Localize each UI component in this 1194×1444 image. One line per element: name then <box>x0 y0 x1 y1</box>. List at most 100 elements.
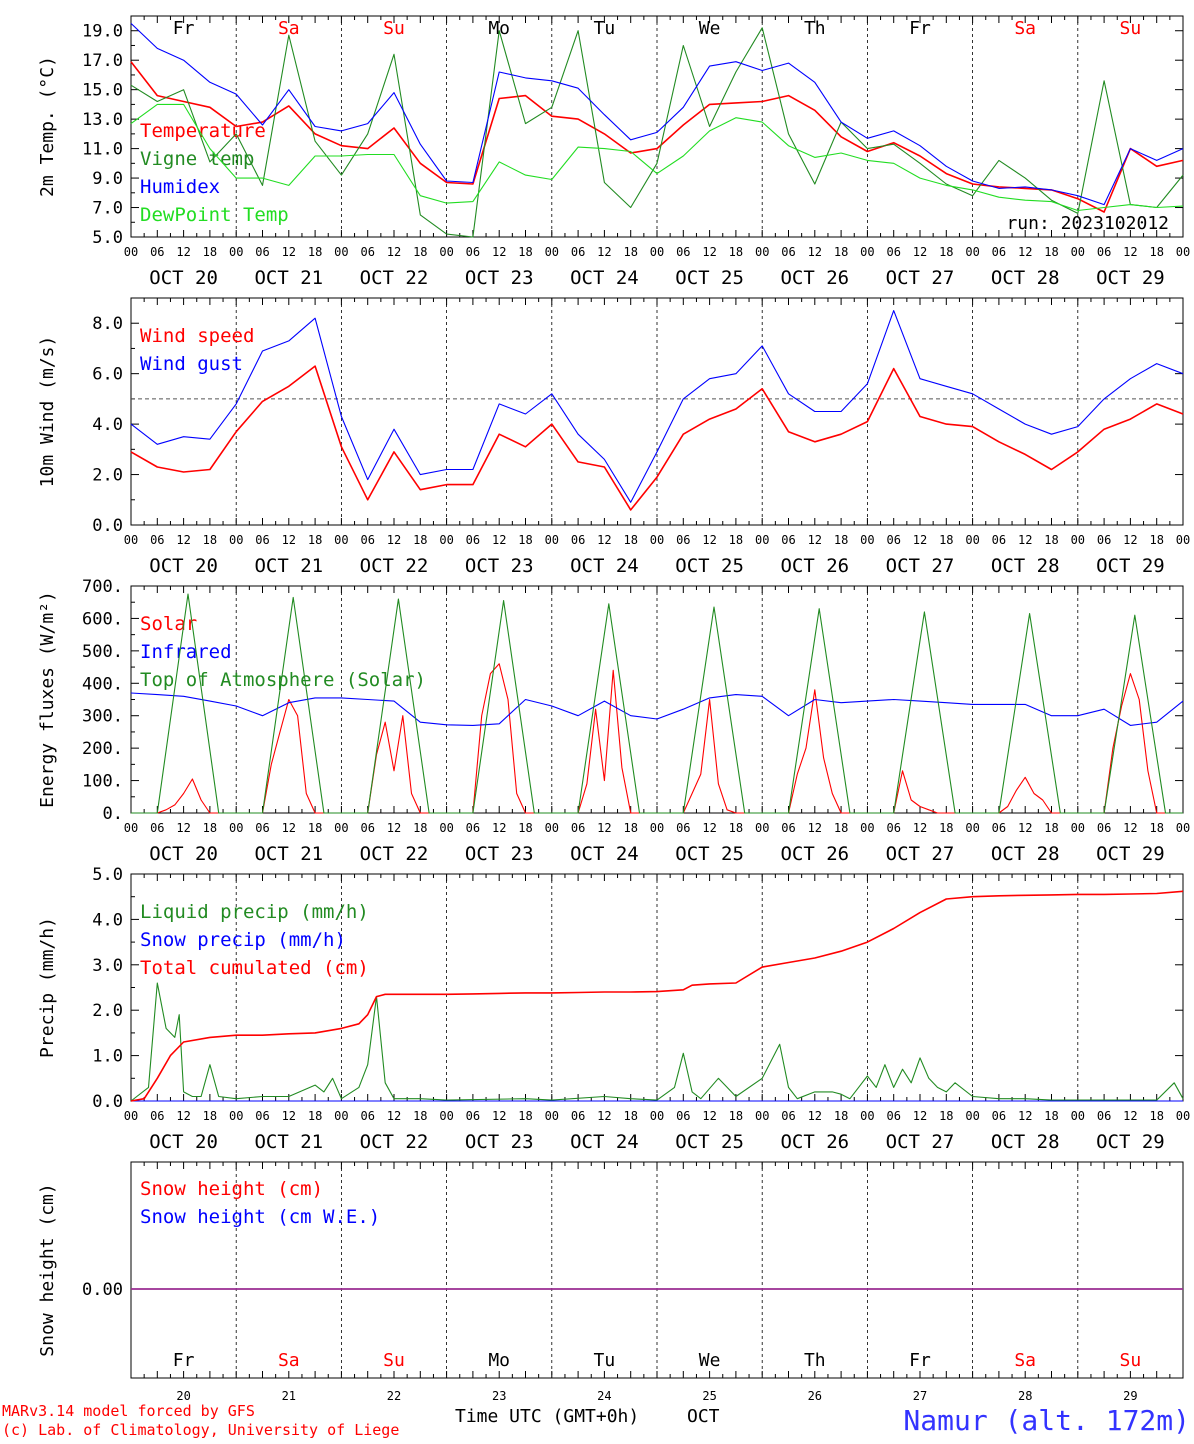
day-label: OCT 26 <box>780 555 849 577</box>
hour-label: 18 <box>308 533 322 547</box>
hour-label: 00 <box>334 533 348 547</box>
hour-label: 00 <box>1176 1109 1190 1123</box>
series-line-1 <box>130 982 1184 1102</box>
hour-label: 06 <box>781 245 795 259</box>
hour-label: 06 <box>150 1109 164 1123</box>
legend-entry: Infrared <box>140 641 232 663</box>
y-tick-label: 700. <box>82 577 123 597</box>
hour-label: 18 <box>1149 821 1163 835</box>
footer: MARv3.14 model forced by GFS(c) Lab. of … <box>2 1402 1190 1439</box>
hour-label: 12 <box>702 533 716 547</box>
hour-label: 00 <box>545 245 559 259</box>
hour-label: 12 <box>913 245 927 259</box>
hour-label: 06 <box>255 533 269 547</box>
series-line-2 <box>130 27 1184 238</box>
hour-label: 12 <box>387 533 401 547</box>
hour-label: 00 <box>1176 245 1190 259</box>
day-label: OCT 27 <box>886 843 955 865</box>
run-annotation: run: 2023102012 <box>1006 213 1169 234</box>
hour-label: 12 <box>1018 533 1032 547</box>
hour-label: 18 <box>939 245 953 259</box>
day-label: OCT 21 <box>254 843 323 865</box>
hour-label: 12 <box>282 1109 296 1123</box>
y-tick-label: 17.0 <box>82 51 123 71</box>
hour-label: 12 <box>176 821 190 835</box>
hour-label: 18 <box>413 1109 427 1123</box>
y-tick-label: 5.0 <box>92 228 123 248</box>
y-tick-label: 13.0 <box>82 110 123 130</box>
day-label: OCT 29 <box>1096 555 1165 577</box>
hour-label: 00 <box>229 1109 243 1123</box>
hour-label: 00 <box>334 245 348 259</box>
hour-label: 18 <box>834 1109 848 1123</box>
hour-label: 18 <box>1044 245 1058 259</box>
hour-label: 00 <box>965 821 979 835</box>
hour-label: 06 <box>571 821 585 835</box>
day-number-label: 27 <box>913 1389 927 1403</box>
hour-label: 18 <box>834 533 848 547</box>
hour-label: 06 <box>886 1109 900 1123</box>
y-axis-label: Energy fluxes (W/m²) <box>37 591 58 808</box>
hour-label: 00 <box>1071 1109 1085 1123</box>
day-label: OCT 23 <box>465 1131 534 1153</box>
hour-label: 12 <box>1123 1109 1137 1123</box>
y-tick-label: 11.0 <box>82 140 123 160</box>
hour-label: 12 <box>282 245 296 259</box>
hour-label: 12 <box>1123 245 1137 259</box>
y-tick-label: 500. <box>82 642 123 662</box>
weekday-label: We <box>699 1350 721 1371</box>
hour-label: 18 <box>308 821 322 835</box>
y-axis-label: 2m Temp. (°C) <box>37 56 58 197</box>
day-label: OCT 29 <box>1096 267 1165 289</box>
series-line-4 <box>130 103 1184 212</box>
weekday-label: Su <box>383 18 405 39</box>
hour-label: 18 <box>203 533 217 547</box>
day-number-label: 29 <box>1123 1389 1137 1403</box>
day-number-label: 25 <box>702 1389 716 1403</box>
day-label: OCT 29 <box>1096 1131 1165 1153</box>
hour-label: 00 <box>124 533 138 547</box>
hour-label: 00 <box>965 1109 979 1123</box>
y-tick-label: 0.0 <box>92 516 123 536</box>
hour-label: 12 <box>176 245 190 259</box>
hour-label: 18 <box>623 821 637 835</box>
legend-entry: Snow height (cm) <box>140 1178 323 1200</box>
y-tick-label: 0.00 <box>82 1280 123 1300</box>
hour-label: 00 <box>124 1109 138 1123</box>
hour-label: 18 <box>939 533 953 547</box>
weekday-label: Sa <box>1014 1350 1036 1371</box>
legend-entry: Total cumulated (cm) <box>140 957 369 979</box>
legend-entry: DewPoint Temp <box>140 204 289 226</box>
hour-label: 18 <box>1044 1109 1058 1123</box>
hour-label: 12 <box>176 1109 190 1123</box>
hour-label: 12 <box>1123 533 1137 547</box>
hour-label: 00 <box>965 245 979 259</box>
hour-label: 06 <box>360 821 374 835</box>
day-label: OCT 22 <box>360 1131 429 1153</box>
day-number-label: 23 <box>492 1389 506 1403</box>
hour-label: 00 <box>124 245 138 259</box>
weekday-label: Tu <box>594 18 616 39</box>
hour-label: 12 <box>282 821 296 835</box>
legend-entry: Vigne temp <box>140 148 254 170</box>
day-label: OCT 27 <box>886 267 955 289</box>
hour-label: 00 <box>439 1109 453 1123</box>
hour-label: 00 <box>860 821 874 835</box>
hour-label: 00 <box>650 245 664 259</box>
day-label: OCT 20 <box>149 267 218 289</box>
y-tick-label: 600. <box>82 609 123 629</box>
hour-label: 06 <box>781 533 795 547</box>
hour-label: 12 <box>702 245 716 259</box>
y-tick-label: 2.0 <box>92 1001 123 1021</box>
hour-label: 06 <box>1097 821 1111 835</box>
hour-label: 12 <box>808 1109 822 1123</box>
day-label: OCT 25 <box>675 843 744 865</box>
hour-label: 18 <box>518 533 532 547</box>
hour-label: 00 <box>229 821 243 835</box>
hour-label: 06 <box>571 245 585 259</box>
day-label: OCT 24 <box>570 1131 639 1153</box>
hour-label: 06 <box>992 245 1006 259</box>
weekday-label: Sa <box>278 1350 300 1371</box>
weekday-label: We <box>699 18 721 39</box>
y-tick-label: 7.0 <box>92 199 123 219</box>
